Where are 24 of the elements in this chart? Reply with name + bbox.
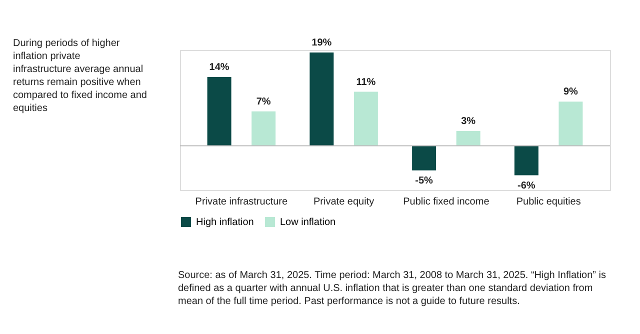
data-label: 19% [312,37,332,48]
x-tick-label: Private equity [314,196,374,208]
bar [514,146,538,176]
data-label: -5% [415,175,434,186]
source-note: Source: as of March 31, 2025. Time period: March 31, 2008 to March 31, 2025. “High Inflation” is defined as a quarter with annual U.S. inflation that is greater than one standard deviation from mean of the full time period. Past performance is not a guide to future results. [178,270,606,307]
bar [252,111,276,146]
legend-label: Low inflation [280,217,336,228]
data-label: -6% [518,180,536,192]
data-label: 11% [356,76,376,88]
bar [456,131,480,146]
legend-label: High inflation [196,217,254,228]
text: During periods of higher inflation private infrastructure average annual returns remain positive when compared to fixed income and equities [13,38,147,114]
data-label: 9% [563,86,578,98]
bar [354,92,378,146]
data-label: 14% [209,62,230,74]
data-label: 7% [256,96,271,108]
bar [310,52,334,146]
x-tick-label: Private infrastructure [195,196,288,208]
bar [207,77,232,146]
x-tick-label: Public equities [516,196,581,208]
data-label: 3% [461,116,476,128]
bar [558,102,583,146]
bar [412,146,436,170]
x-tick-label: Public fixed income [403,196,490,208]
